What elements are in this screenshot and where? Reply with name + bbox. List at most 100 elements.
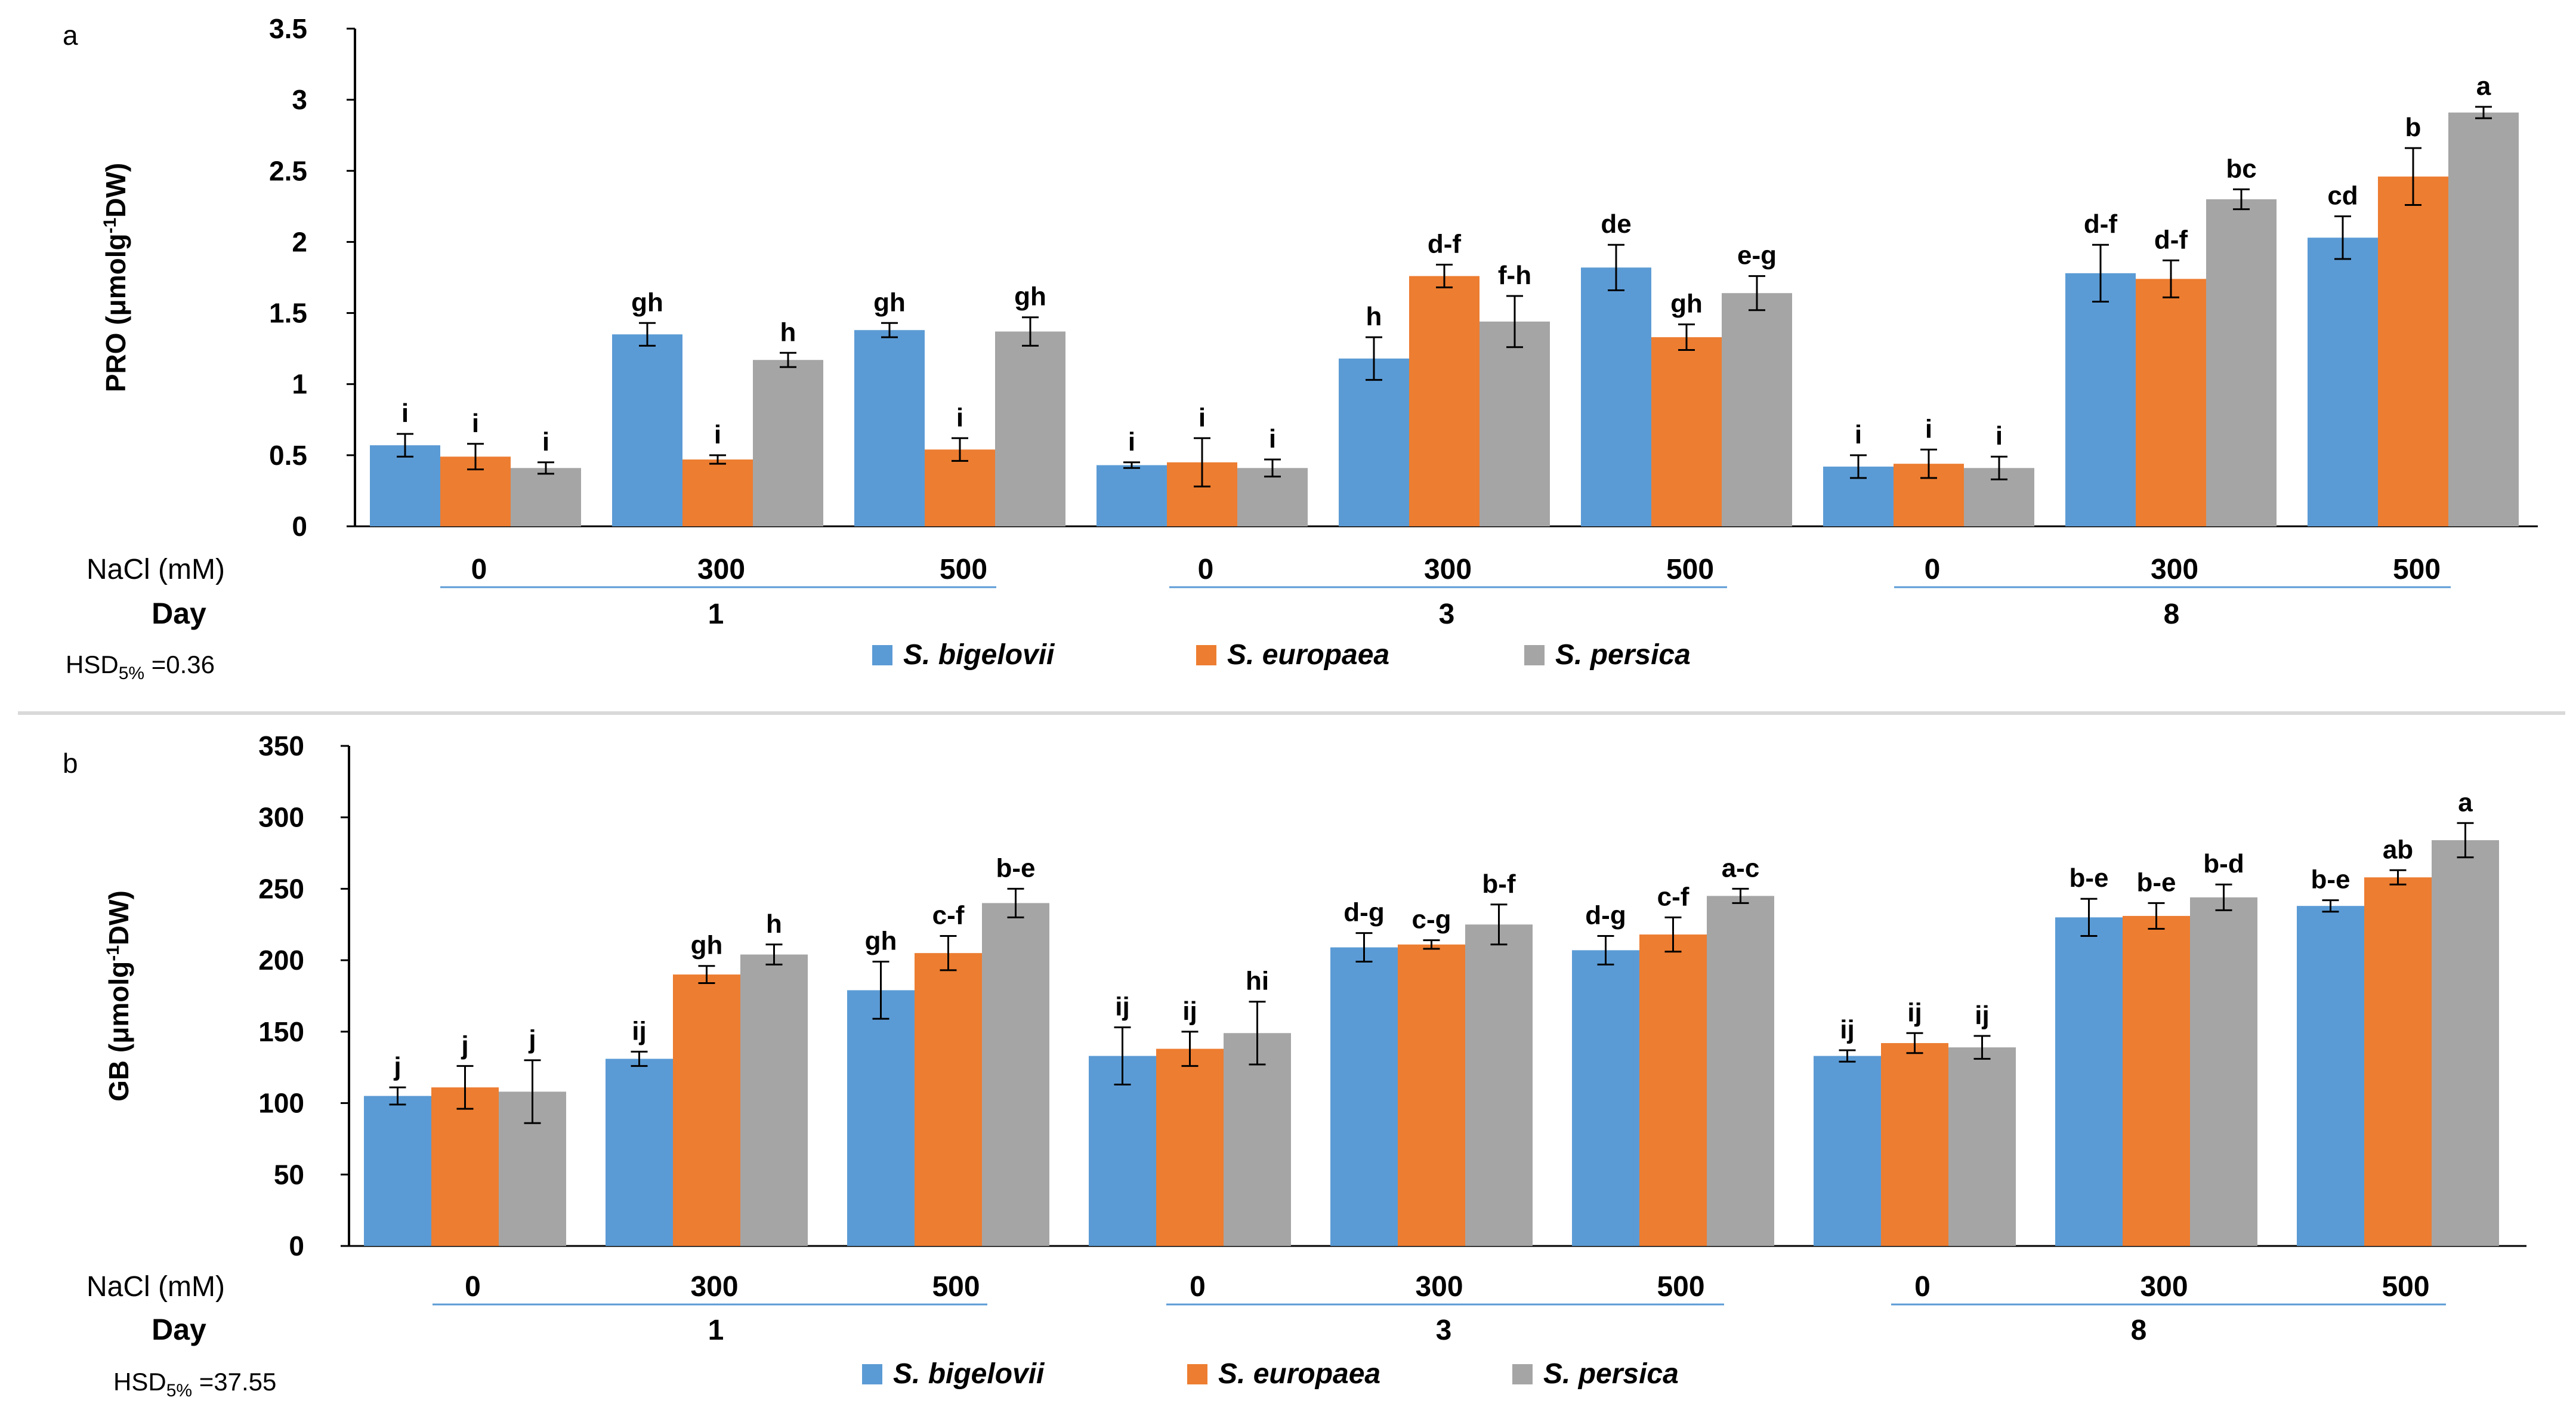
y-tick-label: 150 xyxy=(258,1016,304,1047)
significance-letter: c-f xyxy=(1657,882,1689,911)
nacl-category-label: 500 xyxy=(2393,554,2441,585)
significance-letter: ij xyxy=(1975,1001,1989,1030)
significance-letter: a xyxy=(2458,788,2473,817)
bar xyxy=(1722,293,1792,526)
y-tick-label: 350 xyxy=(258,730,304,761)
significance-letter: i xyxy=(542,427,549,456)
y-axis-label-main: GB (μmolg xyxy=(103,961,134,1102)
day-label: 8 xyxy=(2164,599,2180,630)
day-label: 3 xyxy=(1439,599,1455,630)
nacl-category-label: 300 xyxy=(2151,554,2198,585)
bar xyxy=(847,990,915,1246)
y-tick-label: 1.5 xyxy=(269,298,307,329)
bar xyxy=(1479,321,1550,526)
bar xyxy=(2123,915,2190,1246)
nacl-row-label: NaCl (mM) xyxy=(87,1271,225,1303)
y-axis-label-end: DW) xyxy=(100,163,131,218)
bar xyxy=(1339,358,1409,526)
significance-letter: h xyxy=(1366,302,1382,331)
nacl-category-label: 300 xyxy=(1415,1271,1463,1303)
y-tick-label: 0 xyxy=(289,1230,304,1261)
significance-letter: gh xyxy=(1670,289,1703,319)
panel-a-chart: a 0 0.5 1 1.5 2 2.5 3 3.5 PRO (μmolg-1DW) i gh gh i h d… xyxy=(63,13,2538,683)
legend-label: S. bigelovii xyxy=(893,1358,1045,1390)
y-axis-label-main: PRO (μmolg xyxy=(100,233,131,392)
significance-letter: i xyxy=(401,399,409,428)
significance-letter: b-e xyxy=(2137,868,2176,897)
legend-label: S. persica xyxy=(1555,639,1691,671)
bar xyxy=(995,331,1065,526)
y-axis-label: PRO (μmolg-1DW) xyxy=(100,163,131,392)
y-axis-label-superscript: -1 xyxy=(100,218,120,234)
bar xyxy=(2055,917,2123,1246)
bar xyxy=(1097,465,1167,526)
significance-letter: d-g xyxy=(1585,900,1626,930)
bar xyxy=(2297,906,2364,1246)
bar xyxy=(1156,1048,1224,1246)
nacl-category-label: 500 xyxy=(940,554,987,585)
nacl-row-label: NaCl (mM) xyxy=(87,554,225,585)
nacl-category-label: 300 xyxy=(2140,1271,2188,1303)
nacl-category-label: 0 xyxy=(1190,1271,1206,1303)
y-tick-label: 250 xyxy=(258,873,304,904)
nacl-category-label: 500 xyxy=(1657,1271,1704,1303)
y-axis-label-end: DW) xyxy=(103,890,134,945)
day-label: 8 xyxy=(2131,1315,2147,1346)
nacl-category-label: 300 xyxy=(690,1271,738,1303)
significance-letter: de xyxy=(1601,209,1631,239)
legend-label: S. europaea xyxy=(1218,1358,1380,1390)
hsd-prefix: HSD xyxy=(66,650,119,678)
significance-letter: j xyxy=(461,1031,468,1060)
significance-letter: c-f xyxy=(932,900,965,930)
bar xyxy=(1639,934,1707,1246)
significance-letter: gh xyxy=(631,288,663,317)
nacl-category-label: 0 xyxy=(1914,1271,1931,1303)
legend-label: S. europaea xyxy=(1227,639,1389,671)
legend-label: S. persica xyxy=(1543,1358,1679,1390)
day-label: 1 xyxy=(708,599,724,630)
significance-letter: ij xyxy=(1907,998,1922,1027)
y-tick-label: 100 xyxy=(258,1088,304,1119)
significance-letter: d-f xyxy=(2154,225,2188,254)
y-tick-label: 2 xyxy=(292,226,307,257)
significance-letter: d-f xyxy=(2084,209,2118,239)
hsd-value: =0.36 xyxy=(144,650,215,678)
significance-letter: i xyxy=(956,403,963,432)
bar xyxy=(2448,112,2519,527)
bar xyxy=(740,954,808,1246)
bar xyxy=(1881,1043,1948,1246)
day-label: 3 xyxy=(1436,1315,1452,1346)
bar xyxy=(1465,924,1533,1246)
significance-letter: b-e xyxy=(2070,863,2109,893)
y-tick-label: 3 xyxy=(292,84,307,115)
significance-letter: b-e xyxy=(996,853,1036,883)
day-row-label: Day xyxy=(152,1313,206,1346)
significance-letter: gh xyxy=(1014,282,1046,311)
significance-letter: h xyxy=(766,909,782,939)
bar xyxy=(2065,273,2136,526)
nacl-category-label: 500 xyxy=(932,1271,980,1303)
hsd-subscript: 5% xyxy=(166,1381,192,1401)
bar xyxy=(925,449,995,526)
y-tick-label: 1 xyxy=(292,369,307,400)
bar xyxy=(1409,276,1479,526)
bar xyxy=(2308,237,2378,526)
bar xyxy=(1398,944,1465,1246)
significance-letter: ij xyxy=(1840,1015,1854,1044)
bar xyxy=(753,360,823,526)
significance-letter: f-h xyxy=(1498,261,1531,290)
bar xyxy=(612,334,682,526)
hsd-note: HSD5% =0.36 xyxy=(66,650,215,683)
significance-letter: ij xyxy=(1182,997,1197,1026)
bar xyxy=(2378,176,2448,526)
bar xyxy=(431,1087,499,1246)
legend-swatch xyxy=(1196,645,1216,665)
significance-letter: gh xyxy=(691,931,723,960)
bar xyxy=(854,330,925,526)
significance-letter: a xyxy=(2476,72,2491,101)
bar xyxy=(370,445,440,526)
panel-letter: b xyxy=(63,748,78,779)
significance-letter: d-f xyxy=(1428,230,1462,259)
